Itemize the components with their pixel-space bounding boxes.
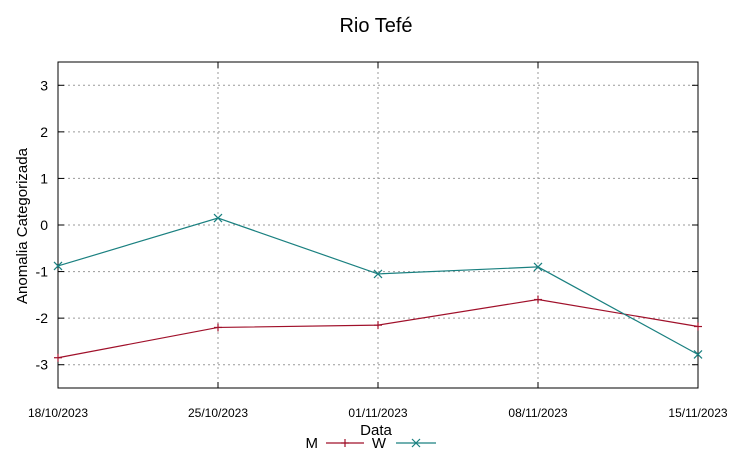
x-axis: 18/10/2023 25/10/2023 01/11/2023 08/11/2023… [28, 62, 728, 420]
y-axis: 3 2 1 0 -1 -2 -3 [36, 77, 698, 373]
data-point-w [213, 213, 223, 223]
x-tick-label: 01/11/2023 [348, 406, 407, 420]
y-tick-label: -3 [36, 357, 49, 373]
data-point-w [373, 269, 383, 279]
data-point-w [53, 261, 63, 271]
y-tick-label: -2 [36, 310, 49, 326]
chart-title: Rio Tefé [339, 15, 412, 37]
y-tick-label: -1 [36, 264, 49, 280]
y-axis-label: Anomalia Categorizada [14, 147, 31, 304]
y-tick-label: 3 [40, 77, 48, 93]
data-point-w [693, 350, 703, 359]
x-axis-label: Data [360, 422, 392, 439]
y-tick-label: 1 [40, 170, 48, 186]
series-layer [53, 213, 703, 362]
legend-label-m: M [306, 435, 319, 452]
y-tick-label: 0 [40, 217, 48, 233]
x-tick-label: 25/10/2023 [188, 406, 248, 420]
x-tick-label: 15/11/2023 [668, 406, 727, 420]
x-tick-label: 18/10/2023 [28, 406, 88, 420]
data-point-w [533, 262, 543, 272]
y-tick-label: 2 [40, 124, 48, 140]
legend-label-w: W [372, 435, 387, 452]
x-tick-label: 08/11/2023 [508, 406, 567, 420]
legend-marker-w [411, 438, 421, 448]
grid [58, 62, 698, 388]
